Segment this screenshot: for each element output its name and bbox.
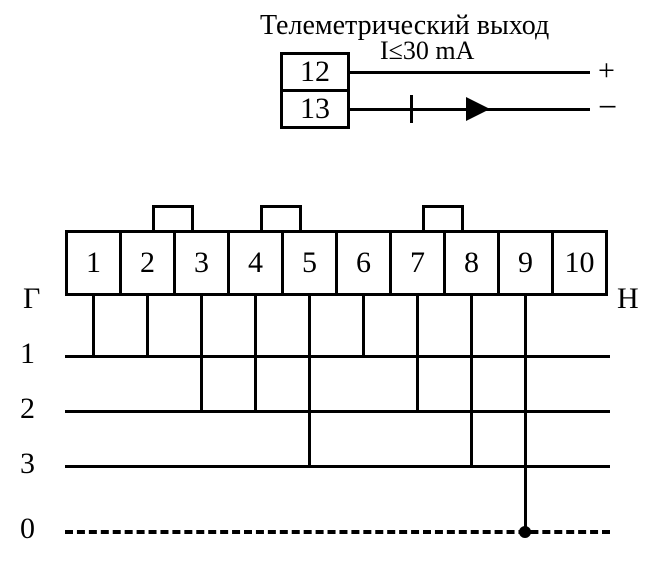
stub-8	[470, 294, 473, 328]
terminal-tab-0	[152, 205, 194, 233]
terminal-1: 1	[65, 230, 122, 296]
terminal-7: 7	[389, 230, 446, 296]
terminal-4: 4	[227, 230, 284, 296]
drop-7	[416, 328, 419, 412]
current-label: I≤30 mA	[380, 36, 474, 66]
telemetry-terminal-12: 12	[280, 52, 350, 92]
row-line-3	[65, 465, 610, 468]
telemetry-terminal-13: 13	[280, 89, 350, 129]
drop-1	[92, 312, 95, 357]
minus-sign: −	[598, 89, 617, 127]
stub-3	[200, 294, 203, 312]
drop-2	[146, 328, 149, 357]
terminal-9: 9	[497, 230, 554, 296]
terminal-6: 6	[335, 230, 392, 296]
drop-9	[524, 328, 527, 532]
terminal-5: 5	[281, 230, 338, 296]
arrow-head-icon	[466, 94, 496, 124]
drop-3	[200, 312, 203, 412]
terminal-tab-1	[260, 205, 302, 233]
left-letter: Г	[23, 282, 40, 316]
drop-5	[308, 312, 311, 467]
drop-4	[254, 328, 257, 412]
row-label-0: 0	[20, 512, 35, 546]
stub-9	[524, 294, 527, 328]
terminal-8: 8	[443, 230, 500, 296]
row-label-3: 3	[20, 447, 35, 481]
drop-6	[362, 328, 365, 357]
terminal-2: 2	[119, 230, 176, 296]
row-line-2	[65, 410, 610, 413]
stub-7	[416, 294, 419, 328]
stub-6	[362, 294, 365, 328]
plus-sign: +	[598, 54, 615, 88]
row-line-1	[65, 355, 610, 358]
telemetry-line-plus	[347, 71, 590, 74]
terminal-tab-2	[422, 205, 464, 233]
stub-1	[92, 294, 95, 312]
stub-2	[146, 294, 149, 328]
stub-4	[254, 294, 257, 328]
right-letter: Н	[617, 282, 639, 316]
junction-dot	[519, 526, 531, 538]
terminal-3: 3	[173, 230, 230, 296]
row-label-2: 2	[20, 392, 35, 426]
terminal-10: 10	[551, 230, 608, 296]
row-label-1: 1	[20, 337, 35, 371]
stub-5	[308, 294, 311, 312]
drop-8	[470, 328, 473, 467]
arrow-tick	[410, 95, 413, 123]
